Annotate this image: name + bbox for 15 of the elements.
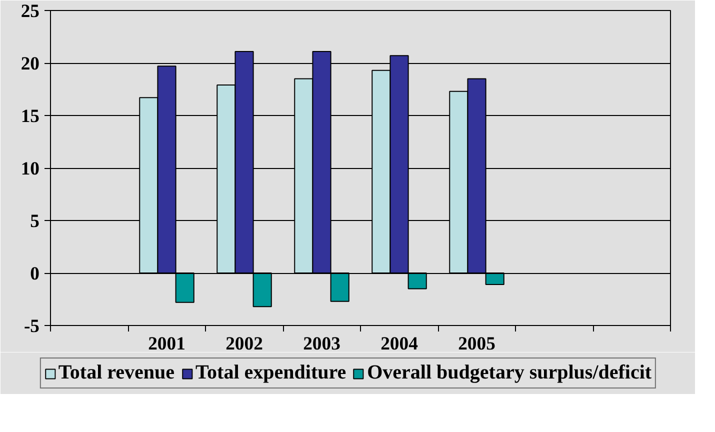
y-tick-label: 0: [30, 264, 40, 284]
y-tick-label: 10: [20, 158, 40, 180]
x-tick-label: 2003: [303, 334, 340, 354]
y-tick-label: 5: [30, 211, 40, 232]
x-tick-label: 2005: [458, 334, 496, 354]
y-tick-label: -5: [24, 316, 40, 337]
y-tick-label: 15: [20, 106, 40, 127]
x-tick-label: 2002: [226, 334, 263, 354]
legend-label: Overall budgetary surplus/deficit: [367, 362, 652, 384]
x-tick-label: 2004: [380, 334, 418, 354]
y-tick-label: 20: [20, 54, 40, 74]
legend-label: Total revenue: [58, 362, 175, 384]
y-tick-label: 25: [20, 1, 40, 22]
x-tick-label: 2001: [148, 334, 186, 354]
legend-label: Total expenditure: [196, 362, 346, 384]
